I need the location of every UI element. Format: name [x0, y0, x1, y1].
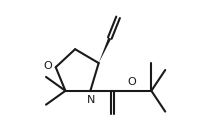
Text: O: O — [44, 61, 52, 71]
Text: O: O — [128, 77, 137, 87]
Text: N: N — [87, 95, 95, 105]
Polygon shape — [99, 38, 111, 63]
